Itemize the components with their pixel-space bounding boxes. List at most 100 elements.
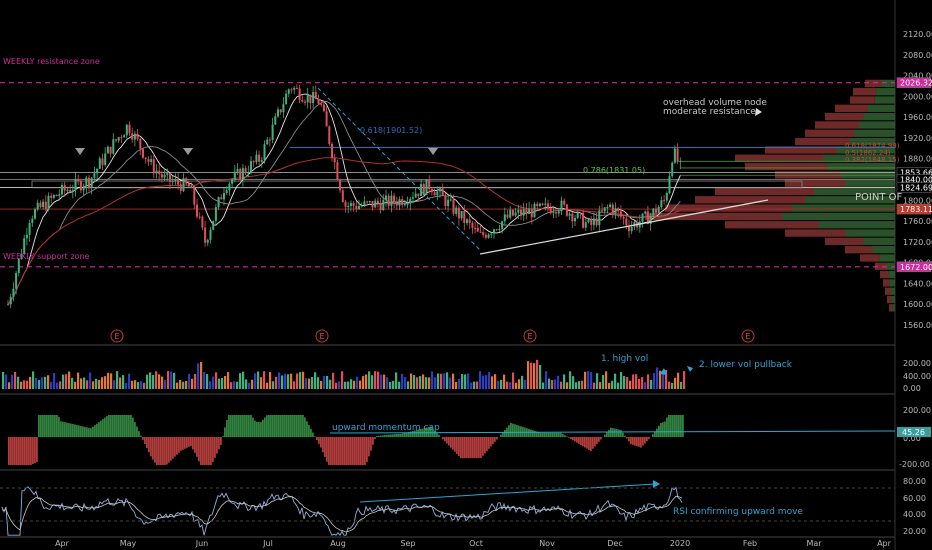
momentum-bar (674, 415, 676, 438)
volume-bar (182, 381, 185, 389)
profile-bar-buy (805, 196, 895, 204)
volume-bar (503, 374, 506, 389)
rsi-trend-line[interactable] (359, 483, 656, 503)
volume-bar (341, 371, 344, 389)
volume-bar (581, 380, 584, 389)
profile-bar-sell (889, 304, 893, 312)
volume-bar (266, 382, 269, 389)
volume-bar (113, 380, 116, 389)
volume-bar (131, 380, 134, 389)
momentum-bar (394, 434, 396, 438)
candle-body (17, 258, 20, 273)
candle-body (331, 143, 333, 158)
momentum-bar (56, 415, 58, 438)
momentum-bar (656, 428, 658, 438)
candle-body (120, 137, 123, 139)
candle-body (520, 209, 522, 216)
momentum-bar (214, 437, 216, 458)
candle-body (476, 227, 479, 232)
volume-bar (407, 381, 410, 389)
price-tick: 1760.00 (903, 217, 932, 226)
momentum-bar (500, 434, 502, 438)
svg-text:-200.00: -200.00 (899, 460, 930, 469)
price-tick: 1960.00 (903, 113, 932, 122)
momentum-bar (620, 430, 622, 438)
volume-bar (512, 372, 515, 389)
momentum-bar (634, 437, 636, 446)
momentum-bar (408, 432, 410, 438)
earnings-marker[interactable] (741, 329, 755, 343)
momentum-bar (126, 415, 128, 438)
down-channel-line[interactable] (317, 87, 481, 251)
volume-bar (533, 363, 536, 389)
volume-bar (137, 382, 140, 389)
svg-text:200.00: 200.00 (903, 406, 931, 415)
momentum-bar (310, 428, 312, 438)
volume-bar (344, 381, 347, 389)
momentum-bar (160, 437, 162, 466)
range-box[interactable] (31, 180, 803, 189)
momentum-bar (564, 435, 566, 438)
candle-body (317, 99, 320, 104)
candle-body (225, 190, 228, 193)
candle-body (190, 186, 193, 188)
momentum-bar (532, 430, 534, 438)
momentum-bar (442, 437, 444, 440)
momentum-bar (202, 437, 204, 466)
momentum-bar (680, 415, 682, 438)
candle-body (484, 234, 487, 238)
candle-body (244, 168, 247, 173)
candle-body (220, 197, 223, 200)
candle-body (457, 207, 460, 219)
momentum-bar (252, 417, 254, 438)
momentum-bar (578, 437, 580, 444)
momentum-bar (636, 437, 638, 447)
candle-body (582, 212, 585, 228)
earnings-marker[interactable] (315, 329, 329, 343)
candle-body (42, 201, 45, 208)
candle-body (185, 178, 188, 184)
fib-label-382: 0.382(1848.15) (845, 156, 900, 164)
candle-body (104, 153, 107, 166)
rsi-arrow-icon (653, 480, 660, 488)
volume-bar (380, 374, 383, 389)
profile-bar-sell (785, 179, 846, 187)
momentum-cap-label: upward momentum cap (332, 423, 440, 433)
candle-body (160, 174, 163, 178)
volume-bar (431, 371, 434, 389)
volume-bar (248, 382, 251, 389)
price-tick: 2120.00 (903, 30, 932, 39)
momentum-bar (130, 415, 132, 438)
momentum-bar (346, 437, 348, 466)
volume-bar (545, 371, 548, 389)
momentum-bar (292, 415, 294, 438)
candle-body (376, 200, 379, 204)
momentum-cap-line[interactable] (329, 430, 896, 434)
candle-body (301, 99, 304, 102)
momentum-bar (100, 420, 102, 438)
volume-bar (527, 361, 530, 389)
momentum-bar (554, 432, 556, 438)
candle-body (295, 87, 298, 89)
profile-bar-sell (883, 279, 890, 287)
profile-bar-sell (725, 221, 819, 229)
momentum-bar (30, 437, 32, 466)
candle-body (506, 214, 509, 218)
momentum-bar (566, 436, 568, 438)
candle-body (179, 184, 182, 191)
earnings-marker[interactable] (110, 329, 124, 343)
uptrend-line[interactable] (479, 199, 769, 255)
momentum-bar (460, 437, 462, 459)
volume-bar (77, 372, 80, 389)
momentum-bar (354, 437, 356, 466)
candle-body (498, 229, 501, 231)
volume-bar (461, 374, 464, 389)
candle-body (82, 186, 85, 191)
candle-body (358, 206, 360, 210)
volume-bar (590, 372, 593, 389)
candle-body (79, 181, 82, 191)
momentum-bar (376, 435, 378, 438)
momentum-bar (278, 415, 280, 438)
momentum-bar (580, 437, 582, 446)
earnings-marker[interactable] (523, 329, 537, 343)
